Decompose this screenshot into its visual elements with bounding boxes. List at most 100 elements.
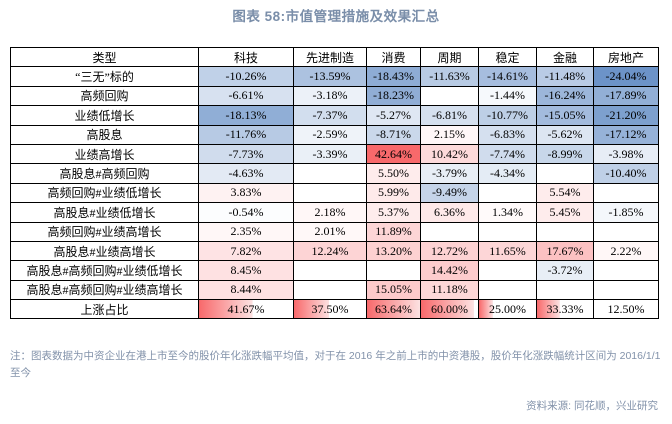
value-cell: 11.89% <box>366 221 421 242</box>
value-cell: -3.98% <box>593 143 659 165</box>
value-cell: -18.23% <box>366 85 421 107</box>
row-label: 高股息#业绩高增长 <box>10 240 199 262</box>
column-header-2: 先进制造 <box>293 46 367 68</box>
value-cell: 10.42% <box>420 143 479 165</box>
column-header-5: 稳定 <box>478 46 537 68</box>
value-cell: -7.37% <box>293 105 367 126</box>
row-label: 高股息#高频回购#业绩低增长 <box>10 260 199 281</box>
value-cell: -2.59% <box>293 124 367 145</box>
table-row: 高股息#业绩高增长 7.82% 12.24% 13.20% 12.72% 11.65% 17… <box>10 240 659 262</box>
value-cell <box>536 279 594 301</box>
value-cell: -7.73% <box>198 143 294 165</box>
value-cell: 12.72% <box>420 240 479 262</box>
value-cell <box>293 163 367 184</box>
value-cell: 25.00% <box>478 299 537 320</box>
market-cap-measures-table: 类型 科技 先进制造 消费 周期 稳定 金融 房地产 “三无”标的 -10.26% -13.59%… <box>10 46 659 320</box>
value-cell <box>593 260 659 281</box>
value-cell: 1.34% <box>478 202 537 223</box>
value-cell: 13.20% <box>366 240 421 262</box>
value-cell: 60.00% <box>420 299 479 320</box>
value-cell: -5.27% <box>366 105 421 126</box>
value-cell: -10.26% <box>198 66 294 87</box>
value-cell: -11.76% <box>198 124 294 145</box>
table-header: 类型 科技 先进制造 消费 周期 稳定 金融 房地产 <box>10 46 659 68</box>
value-cell: -21.20% <box>593 105 659 126</box>
value-cell: 11.65% <box>478 240 537 262</box>
value-cell: 15.05% <box>366 279 421 301</box>
value-cell: -6.83% <box>478 124 537 145</box>
table-row: 高股息#高频回购#业绩高增长 8.44% 15.05% 11.18% <box>10 279 659 301</box>
row-label: 高股息#业绩低增长 <box>10 202 199 223</box>
value-cell: -3.18% <box>293 85 367 107</box>
row-label: 高频回购#业绩低增长 <box>10 182 199 204</box>
table-row: 业绩高增长 -7.73% -3.39% 42.64% 10.42% -7.74% -8.99… <box>10 143 659 165</box>
value-cell: -8.99% <box>536 143 594 165</box>
value-cell: 17.67% <box>536 240 594 262</box>
value-cell: -15.05% <box>536 105 594 126</box>
value-cell: -9.49% <box>420 182 479 204</box>
value-cell: -5.62% <box>536 124 594 145</box>
value-cell <box>366 260 421 281</box>
value-cell: -8.71% <box>366 124 421 145</box>
value-cell: -6.81% <box>420 105 479 126</box>
table-row: “三无”标的 -10.26% -13.59% -18.43% -11.63% -14.61… <box>10 66 659 87</box>
table-row: 高股息 -11.76% -2.59% -8.71% 2.15% -6.83% -5.62% -… <box>10 124 659 145</box>
value-cell: 8.44% <box>198 279 294 301</box>
column-header-3: 消费 <box>366 46 421 68</box>
value-cell: 42.64% <box>366 143 421 165</box>
value-cell: 7.82% <box>198 240 294 262</box>
table-row: 高股息#业绩低增长 -0.54% 2.18% 5.37% 6.36% 1.34% 5.45%… <box>10 202 659 223</box>
row-label: “三无”标的 <box>10 66 199 87</box>
value-cell: 2.01% <box>293 221 367 242</box>
value-cell <box>478 221 537 242</box>
value-cell: 2.15% <box>420 124 479 145</box>
value-cell: -17.12% <box>593 124 659 145</box>
value-cell: -3.72% <box>536 260 594 281</box>
source-line: 资料来源: 同花顺，兴业研究 <box>526 400 658 412</box>
value-cell <box>593 182 659 204</box>
table-row: 高频回购#业绩高增长 2.35% 2.01% 11.89% <box>10 221 659 242</box>
value-cell: 2.18% <box>293 202 367 223</box>
value-cell: 5.45% <box>536 202 594 223</box>
value-cell <box>478 182 537 204</box>
value-cell: -18.43% <box>366 66 421 87</box>
value-cell: 12.50% <box>593 299 659 320</box>
row-label: 高股息#高频回购#业绩高增长 <box>10 279 199 301</box>
value-cell: 6.36% <box>420 202 479 223</box>
value-cell: 12.24% <box>293 240 367 262</box>
value-cell <box>293 279 367 301</box>
value-cell: -16.24% <box>536 85 594 107</box>
value-cell: -4.63% <box>198 163 294 184</box>
value-cell: -18.13% <box>198 105 294 126</box>
value-cell: -3.79% <box>420 163 479 184</box>
table-row: 高频回购 -6.61% -3.18% -18.23% -1.44% -16.24% -17.… <box>10 85 659 107</box>
value-cell: 33.33% <box>536 299 594 320</box>
value-cell <box>478 260 537 281</box>
column-header-1: 科技 <box>198 46 294 68</box>
row-label: 高频回购#业绩高增长 <box>10 221 199 242</box>
value-cell <box>536 221 594 242</box>
value-cell <box>593 221 659 242</box>
value-cell: -10.77% <box>478 105 537 126</box>
footnote: 注：图表数据为中资企业在港上市至今的股价年化涨跌幅平均值，对于在 2016 年之… <box>10 350 661 379</box>
value-cell: -14.61% <box>478 66 537 87</box>
table-row: 业绩低增长 -18.13% -7.37% -5.27% -6.81% -10.77% -15… <box>10 105 659 126</box>
row-label: 业绩低增长 <box>10 105 199 126</box>
value-cell <box>478 279 537 301</box>
table-row: 上涨占比 41.67% 37.50% 63.64% 60.00% 25.00% 33.33%… <box>10 299 659 320</box>
column-header-7: 房地产 <box>593 46 659 68</box>
column-header-4: 周期 <box>420 46 479 68</box>
value-cell: -24.04% <box>593 66 659 87</box>
value-cell: 11.18% <box>420 279 479 301</box>
value-cell: 14.42% <box>420 260 479 281</box>
row-label: 业绩高增长 <box>10 143 199 165</box>
value-cell <box>593 279 659 301</box>
table-row: 高股息#高频回购#业绩低增长 8.45% 14.42% -3.72% <box>10 260 659 281</box>
value-cell: -17.89% <box>593 85 659 107</box>
value-cell: 63.64% <box>366 299 421 320</box>
value-cell <box>420 85 479 107</box>
header-row: 类型 科技 先进制造 消费 周期 稳定 金融 房地产 <box>10 46 659 68</box>
row-label: 高频回购 <box>10 85 199 107</box>
value-cell: -0.54% <box>198 202 294 223</box>
value-cell: 5.99% <box>366 182 421 204</box>
